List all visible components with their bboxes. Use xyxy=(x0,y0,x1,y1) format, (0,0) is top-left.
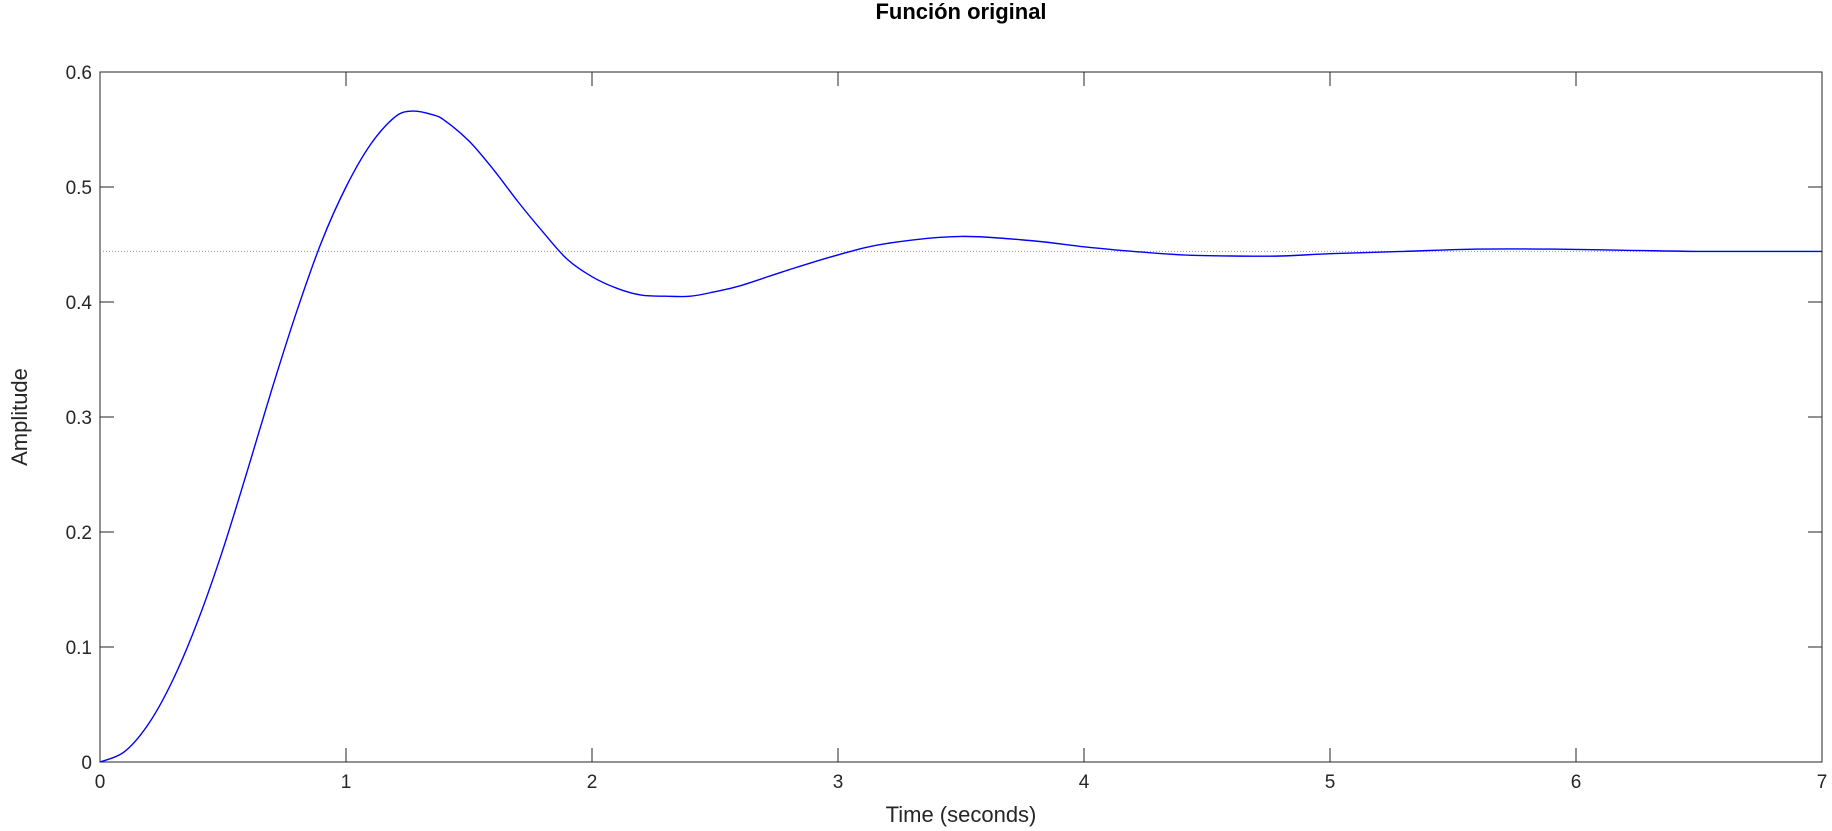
x-axis-label: Time (seconds) xyxy=(886,802,1037,827)
chart-title: Función original xyxy=(875,0,1046,24)
y-tick-label: 0.1 xyxy=(66,638,92,659)
x-axis-ticks: 0 1 2 3 4 5 6 7 xyxy=(95,72,1828,793)
x-tick-label: 4 xyxy=(1079,772,1090,793)
x-tick-label: 6 xyxy=(1571,772,1582,793)
y-tick-label: 0.2 xyxy=(66,523,92,544)
y-tick-label: 0.5 xyxy=(66,178,92,199)
y-axis-label: Amplitude xyxy=(7,368,32,466)
y-tick-label: 0.4 xyxy=(66,293,93,314)
y-axis-ticks: 0 0.1 0.2 0.3 0.4 0.5 0.6 xyxy=(66,63,1822,774)
plot-area-frame xyxy=(99,71,1823,763)
step-response-line xyxy=(99,110,1823,763)
x-tick-label: 5 xyxy=(1325,772,1336,793)
x-tick-label: 2 xyxy=(587,772,598,793)
x-tick-label: 1 xyxy=(341,772,352,793)
y-tick-label: 0 xyxy=(81,753,92,774)
y-tick-label: 0.3 xyxy=(66,408,92,429)
x-tick-label: 0 xyxy=(95,772,106,793)
x-tick-label: 3 xyxy=(833,772,844,793)
x-tick-label: 7 xyxy=(1817,772,1828,793)
y-tick-label: 0.6 xyxy=(66,63,92,84)
